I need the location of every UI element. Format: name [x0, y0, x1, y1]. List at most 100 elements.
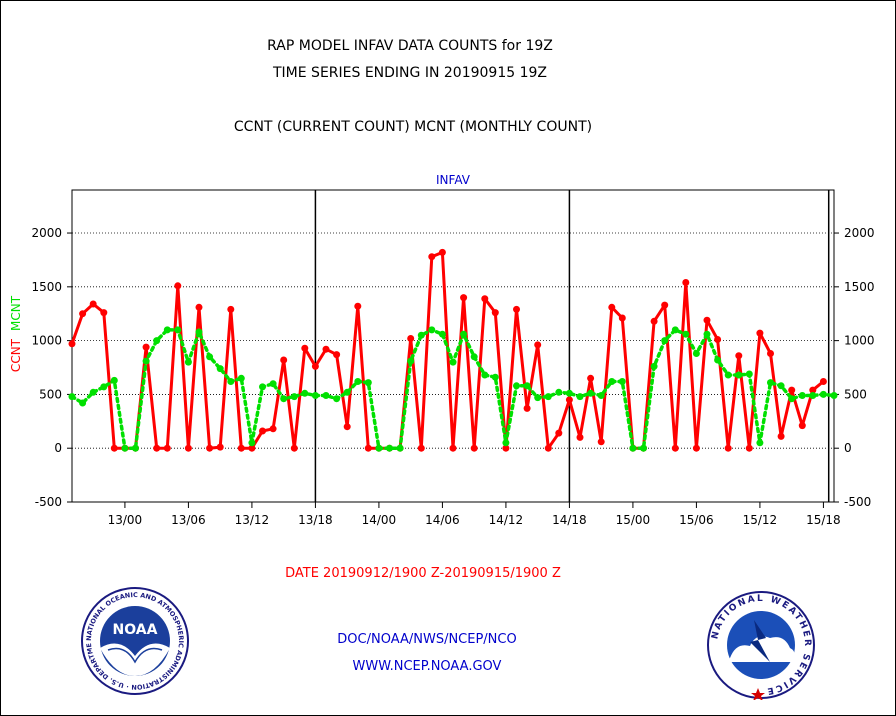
- data-point-ccnt: [269, 425, 277, 433]
- data-point-ccnt: [650, 317, 658, 325]
- data-point-ccnt: [311, 362, 319, 370]
- data-point-mcnt: [322, 392, 330, 399]
- data-point-mcnt: [375, 444, 383, 452]
- data-point-mcnt: [555, 388, 563, 396]
- data-point-ccnt: [142, 343, 150, 351]
- x-tick-label: 14/18: [552, 513, 587, 527]
- data-point-ccnt: [809, 386, 817, 394]
- data-point-mcnt: [343, 388, 351, 396]
- data-point-mcnt: [153, 337, 161, 345]
- data-point-ccnt: [153, 444, 161, 452]
- data-point-mcnt: [491, 373, 499, 381]
- data-point-mcnt: [290, 393, 298, 401]
- y-tick-label-left: 500: [39, 387, 62, 401]
- data-point-mcnt: [565, 389, 573, 397]
- y-tick-label-left: 0: [54, 441, 62, 455]
- data-point-ccnt: [195, 303, 203, 311]
- data-point-ccnt: [523, 404, 531, 412]
- data-point-mcnt: [386, 444, 393, 452]
- data-point-mcnt: [597, 392, 605, 399]
- data-point-mcnt: [110, 376, 118, 384]
- x-tick-label: 14/00: [362, 513, 397, 527]
- data-point-ccnt: [724, 444, 732, 452]
- y-axis-label: CCNT MCNT: [9, 295, 23, 372]
- x-tick-label: 15/06: [679, 513, 714, 527]
- data-point-mcnt: [502, 439, 510, 447]
- data-point-mcnt: [618, 378, 626, 385]
- x-tick-label: 15/00: [616, 513, 651, 527]
- data-point-ccnt: [756, 329, 764, 337]
- y-tick-label-right: 1000: [844, 334, 875, 348]
- data-point-mcnt: [89, 388, 97, 396]
- data-point-mcnt: [174, 326, 182, 334]
- data-point-ccnt: [216, 443, 224, 451]
- data-point-mcnt: [132, 444, 139, 452]
- data-point-mcnt: [311, 392, 319, 399]
- data-point-ccnt: [544, 444, 552, 452]
- data-point-mcnt: [121, 444, 129, 452]
- data-point-ccnt: [481, 295, 489, 303]
- data-point-mcnt: [163, 326, 171, 334]
- data-point-mcnt: [714, 356, 722, 364]
- data-point-ccnt: [618, 314, 626, 322]
- data-point-mcnt: [819, 390, 827, 398]
- data-point-ccnt: [671, 444, 679, 452]
- y-tick-label-left: 1000: [31, 334, 62, 348]
- data-point-mcnt: [428, 326, 436, 334]
- data-point-ccnt: [608, 303, 616, 311]
- nws-logo: NATIONAL WEATHER SERVICE: [707, 591, 815, 700]
- data-point-ccnt: [470, 444, 478, 452]
- data-point-ccnt: [735, 352, 743, 360]
- data-point-ccnt: [322, 345, 330, 353]
- data-point-mcnt: [460, 330, 468, 338]
- data-point-mcnt: [830, 392, 838, 399]
- data-point-ccnt: [280, 356, 288, 364]
- data-point-ccnt: [417, 444, 425, 452]
- x-tick-label: 13/00: [108, 513, 143, 527]
- data-point-ccnt: [79, 310, 87, 318]
- data-point-mcnt: [142, 357, 150, 365]
- data-point-ccnt: [89, 300, 97, 308]
- data-point-mcnt: [608, 378, 616, 385]
- data-point-mcnt: [682, 330, 690, 338]
- data-point-ccnt: [576, 433, 584, 441]
- website-label: WWW.NCEP.NOAA.GOV: [352, 659, 502, 674]
- data-point-mcnt: [777, 382, 785, 390]
- data-point-ccnt: [407, 335, 415, 342]
- data-point-mcnt: [756, 439, 764, 447]
- data-point-ccnt: [438, 248, 446, 256]
- data-point-ccnt: [767, 350, 774, 357]
- data-point-mcnt: [248, 439, 256, 447]
- data-point-ccnt: [110, 444, 118, 452]
- y-tick-label-right: -500: [844, 495, 871, 509]
- data-point-ccnt: [798, 422, 806, 430]
- data-point-mcnt: [269, 380, 277, 388]
- data-point-ccnt: [333, 351, 341, 359]
- data-point-mcnt: [576, 393, 584, 401]
- y-tick-label-right: 2000: [844, 226, 875, 240]
- noaa-logo: NATIONAL OCEANIC AND ATMOSPHERIC ADMINIS…: [80, 586, 189, 695]
- org-label: DOC/NOAA/NWS/NCEP/NCO: [337, 632, 517, 647]
- data-point-mcnt: [629, 444, 637, 452]
- data-point-mcnt: [523, 382, 531, 390]
- data-point-ccnt: [692, 444, 700, 452]
- data-point-ccnt: [555, 429, 563, 437]
- data-point-mcnt: [809, 392, 817, 399]
- y-tick-label-left: 2000: [31, 226, 62, 240]
- data-point-mcnt: [79, 399, 87, 407]
- data-point-ccnt: [248, 444, 256, 452]
- y-tick-label-left: -500: [35, 495, 62, 509]
- data-point-ccnt: [259, 427, 266, 435]
- chart-panel-title: INFAV: [436, 173, 471, 187]
- data-point-ccnt: [491, 309, 499, 317]
- data-point-mcnt: [100, 383, 108, 391]
- x-tick-label: 14/12: [489, 513, 524, 527]
- y-tick-label-right: 1500: [844, 280, 875, 294]
- x-tick-label: 13/12: [235, 513, 270, 527]
- data-point-mcnt: [195, 328, 203, 336]
- data-point-ccnt: [534, 341, 542, 349]
- data-point-mcnt: [703, 330, 711, 338]
- data-point-mcnt: [417, 331, 425, 339]
- data-point-mcnt: [407, 357, 415, 365]
- data-point-mcnt: [735, 371, 743, 379]
